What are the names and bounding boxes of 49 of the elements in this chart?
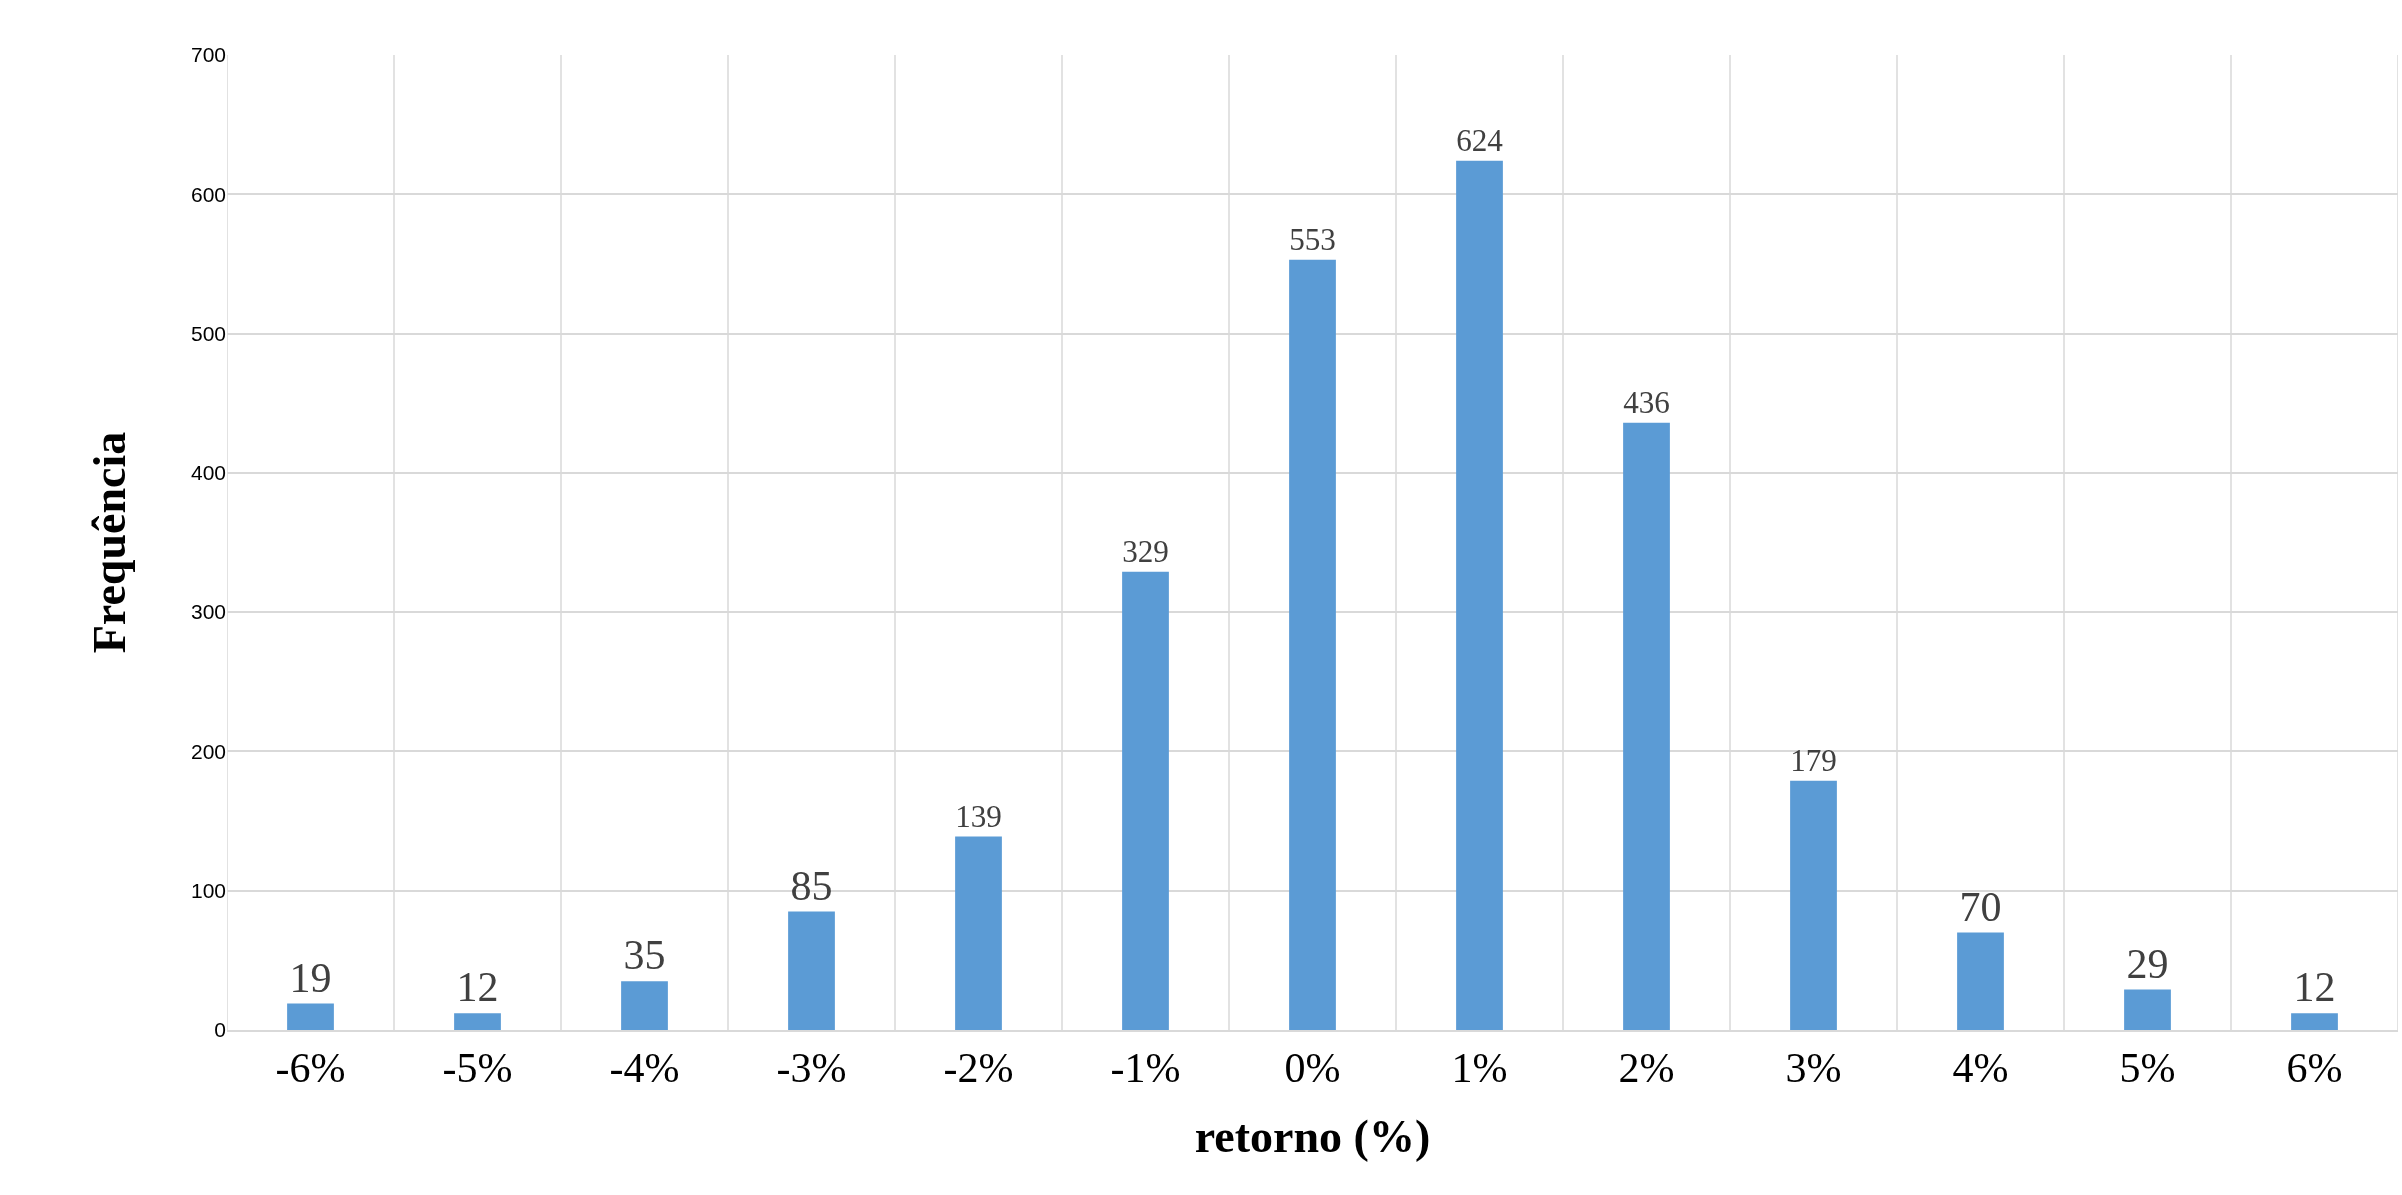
bar xyxy=(2124,989,2171,1030)
x-tick-label: -2% xyxy=(943,1045,1014,1092)
x-tick-label: 0% xyxy=(1284,1045,1341,1092)
bar xyxy=(1456,160,1503,1030)
data-label: 85 xyxy=(790,862,833,909)
y-tick-label: 700 xyxy=(190,43,226,67)
bar xyxy=(287,1003,334,1030)
data-label: 12 xyxy=(2293,964,2336,1011)
bar xyxy=(1122,571,1169,1030)
data-label: 12 xyxy=(456,964,499,1011)
bar xyxy=(788,911,835,1030)
x-axis-title: retorno (%) xyxy=(1194,1111,1431,1163)
y-tick-label: 100 xyxy=(190,879,226,903)
y-tick-label: 600 xyxy=(190,182,226,206)
x-tick-label: -5% xyxy=(442,1045,513,1092)
y-axis-title: Frequência xyxy=(84,431,136,654)
data-label: 179 xyxy=(1790,743,1837,778)
bar xyxy=(2291,1013,2338,1030)
data-label: 624 xyxy=(1456,123,1504,159)
data-label: 436 xyxy=(1623,385,1670,421)
data-label: 35 xyxy=(623,932,666,979)
y-tick-label: 400 xyxy=(190,461,226,485)
bar xyxy=(1289,259,1336,1030)
x-tick-label: -6% xyxy=(275,1045,346,1092)
bar xyxy=(955,836,1002,1030)
y-tick-label: 200 xyxy=(190,739,226,763)
data-label: 19 xyxy=(289,954,332,1001)
bar xyxy=(454,1013,501,1030)
bar xyxy=(621,981,668,1030)
bar xyxy=(1623,422,1670,1030)
y-tick-label: 0 xyxy=(214,1018,226,1042)
data-label: 329 xyxy=(1122,534,1169,570)
x-tick-label: 2% xyxy=(1618,1045,1675,1092)
data-label: 70 xyxy=(1959,883,2002,930)
y-tick-label: 500 xyxy=(190,321,226,345)
x-tick-label: 1% xyxy=(1451,1045,1508,1092)
x-tick-label: -1% xyxy=(1110,1045,1181,1092)
bar xyxy=(1957,932,2004,1030)
x-tick-label: 6% xyxy=(2286,1045,2343,1092)
data-label: 553 xyxy=(1289,222,1336,258)
data-label: 139 xyxy=(955,798,1002,834)
data-label: 29 xyxy=(2126,940,2169,987)
x-tick-label: 4% xyxy=(1952,1045,2009,1092)
x-tick-label: -3% xyxy=(776,1045,847,1092)
y-tick-label: 300 xyxy=(190,600,226,624)
x-tick-label: 3% xyxy=(1785,1045,1842,1092)
x-tick-label: -4% xyxy=(609,1045,680,1092)
bar xyxy=(1790,780,1837,1030)
x-tick-label: 5% xyxy=(2119,1045,2176,1092)
